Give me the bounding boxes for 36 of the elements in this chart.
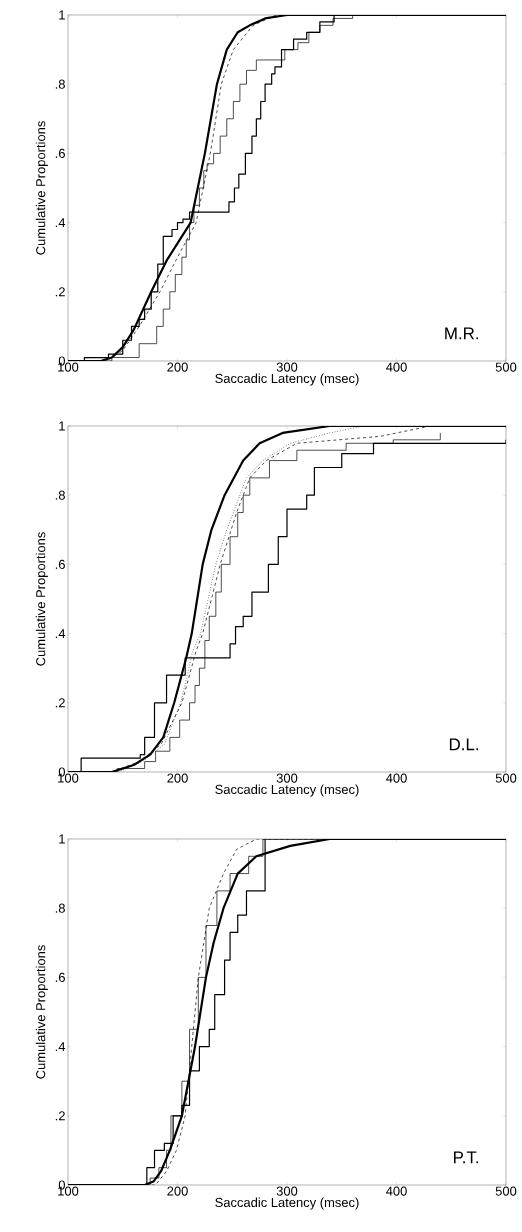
x-axis-title: Saccadic Latency (msec) bbox=[215, 373, 359, 386]
x-tick-label: 200 bbox=[167, 773, 188, 783]
annotation: D.L. bbox=[449, 738, 479, 751]
x-axis-title: Saccadic Latency (msec) bbox=[215, 784, 359, 797]
y-tick-label: .6 bbox=[55, 148, 65, 158]
y-tick-label: .4 bbox=[55, 1042, 66, 1052]
y-axis-title: Cumulative Proportions bbox=[35, 945, 48, 1079]
y-tick-label: .4 bbox=[55, 629, 66, 639]
x-axis-title: Saccadic Latency (msec) bbox=[215, 1197, 359, 1210]
y-axis-title: Cumulative Proportions bbox=[35, 532, 48, 666]
y-tick-label: .6 bbox=[55, 972, 65, 982]
y-tick-label: .6 bbox=[55, 559, 65, 569]
x-tick-label: 300 bbox=[276, 362, 298, 372]
x-tick-label: 400 bbox=[385, 773, 407, 783]
x-tick-label: 400 bbox=[385, 1186, 407, 1196]
y-tick-label: .8 bbox=[55, 490, 65, 500]
annotation: P.T. bbox=[453, 1151, 479, 1164]
y-tick-label: .8 bbox=[55, 903, 65, 913]
y-tick-label: .8 bbox=[55, 79, 65, 89]
y-tick-label: 1 bbox=[59, 10, 65, 20]
y-tick-label: .2 bbox=[55, 1111, 65, 1121]
x-tick-label: 500 bbox=[495, 362, 517, 372]
x-tick-label: 400 bbox=[385, 362, 407, 372]
annotation: M.R. bbox=[445, 327, 479, 340]
x-tick-label: 300 bbox=[276, 773, 298, 783]
y-tick-label: 1 bbox=[59, 834, 65, 844]
y-tick-label: .4 bbox=[55, 218, 66, 228]
y-tick-label: 1 bbox=[59, 421, 65, 431]
y-tick-label: .2 bbox=[55, 287, 65, 297]
y-axis-title: Cumulative Proportions bbox=[35, 121, 48, 255]
x-tick-label: 500 bbox=[495, 1186, 517, 1196]
x-tick-label: 200 bbox=[167, 1186, 188, 1196]
x-tick-label: 200 bbox=[167, 362, 188, 372]
x-tick-label: 300 bbox=[276, 1186, 298, 1196]
x-tick-label: 500 bbox=[495, 773, 517, 783]
y-tick-label: .2 bbox=[55, 698, 65, 708]
